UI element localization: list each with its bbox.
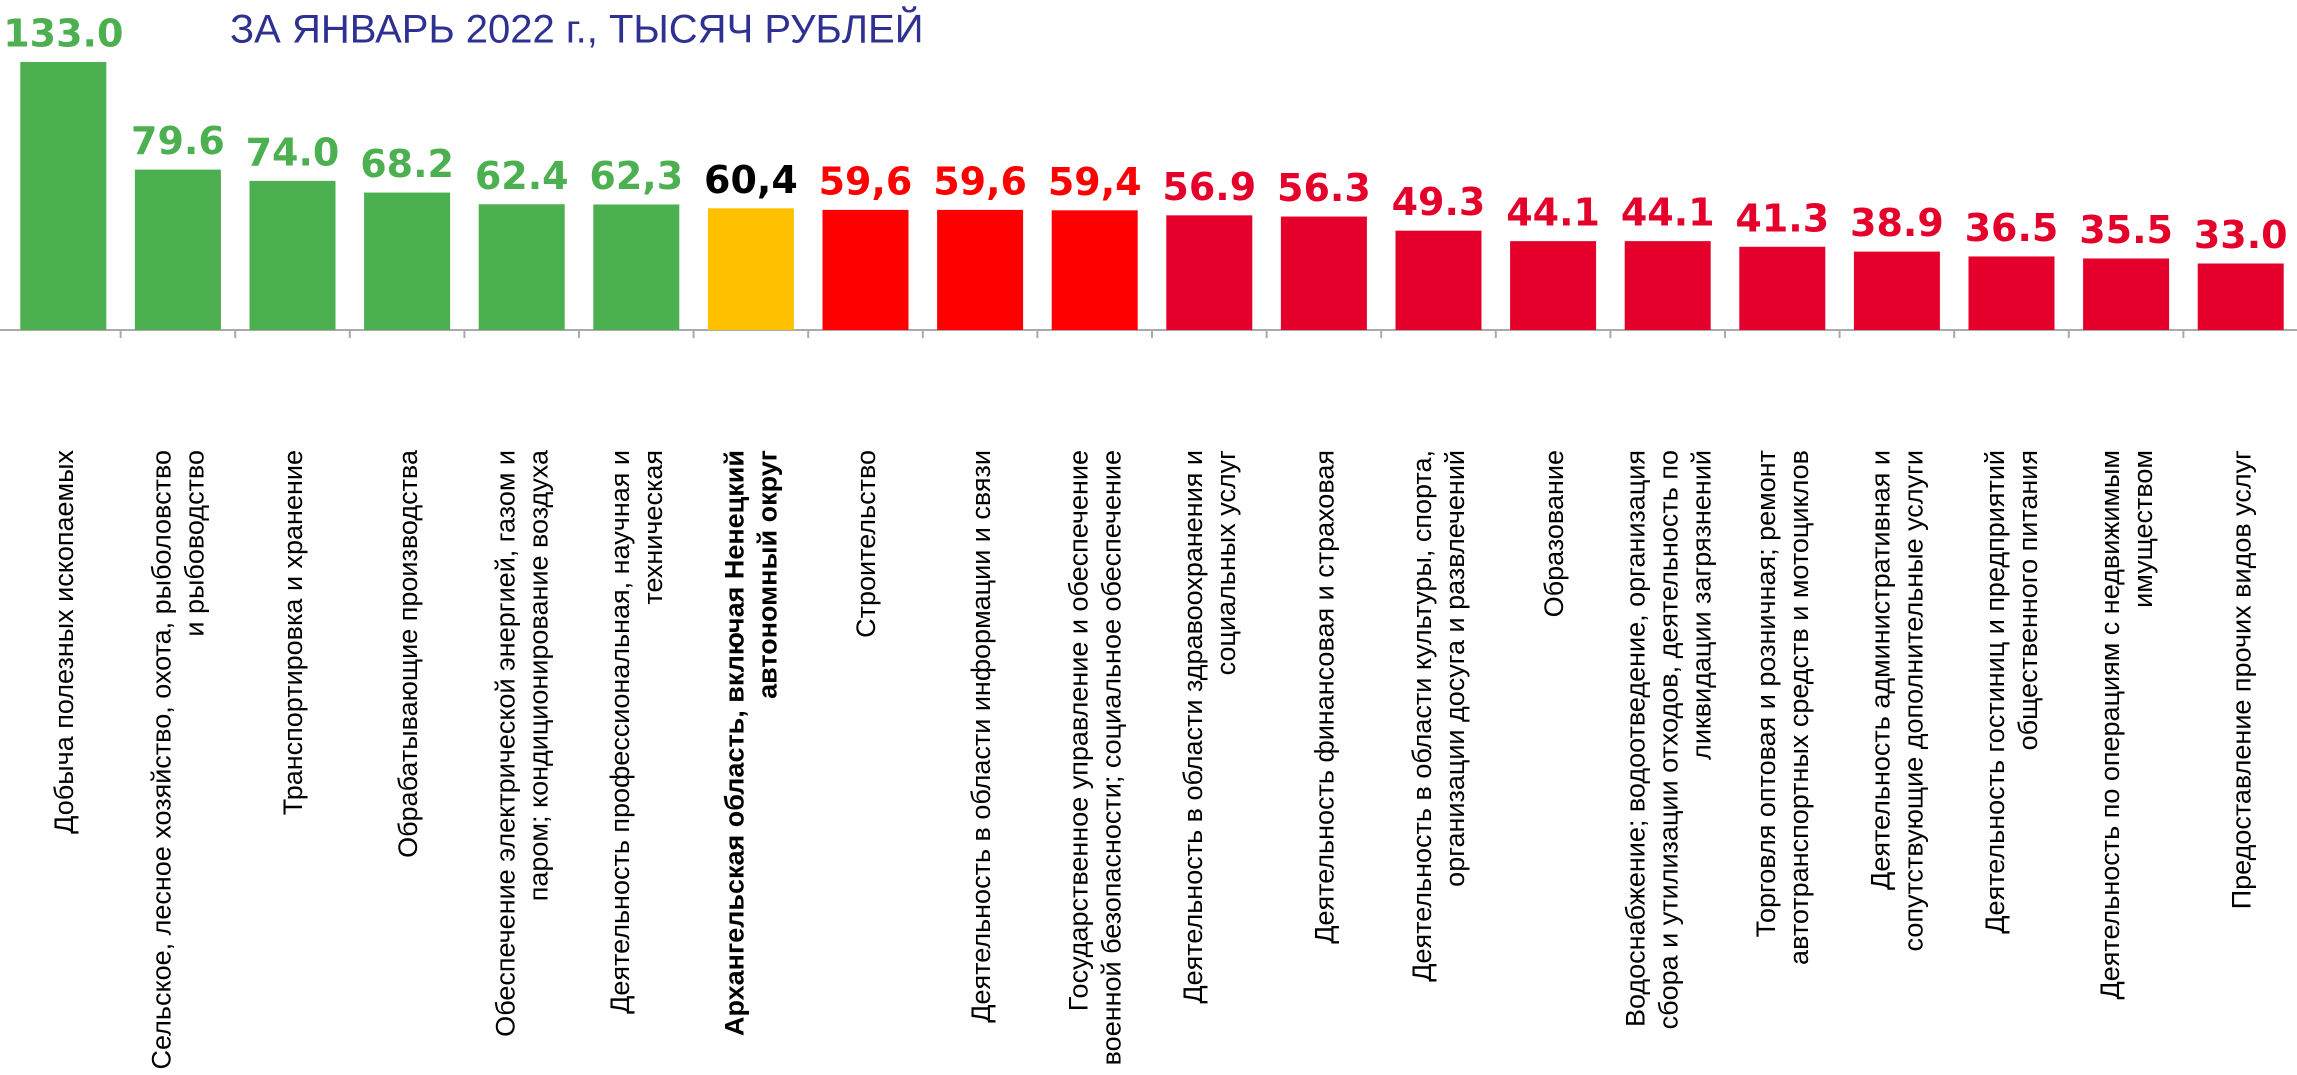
x-tick-label: Деятельность административная и сопутств…	[1842, 450, 1954, 1070]
bar	[708, 208, 794, 330]
bar	[20, 62, 106, 330]
bar	[823, 210, 909, 330]
category-text: Транспортировка и хранение	[277, 450, 310, 815]
value-label: 36.5	[1965, 206, 2059, 250]
bar	[364, 193, 450, 330]
bar	[2198, 264, 2284, 330]
x-tick-label: Торговля оптовая и розничная; ремонт авт…	[1727, 450, 1839, 1070]
value-label: 59,6	[819, 159, 913, 203]
bar	[1052, 210, 1138, 330]
x-tick-label: Строительство	[810, 450, 922, 1070]
value-label: 56.3	[1277, 166, 1371, 210]
value-label: 74.0	[246, 130, 340, 174]
category-text: Обеспечение электрической энергией, газо…	[489, 450, 555, 1070]
value-label: 59,6	[933, 159, 1027, 203]
bar	[1969, 256, 2055, 330]
value-label: 44.1	[1506, 191, 1600, 235]
x-tick-label: Государственное управление и обеспечение…	[1039, 450, 1151, 1070]
category-text: Государственное управление и обеспечение…	[1062, 450, 1128, 1070]
category-text: Обрабатывающие производства	[391, 450, 424, 858]
bar	[1510, 241, 1596, 330]
bar	[937, 210, 1023, 330]
bar	[1739, 247, 1825, 330]
category-text: Деятельность в области культуры, спорта,…	[1406, 450, 1472, 1070]
bar	[479, 204, 565, 330]
x-tick-label: Деятельность в области культуры, спорта,…	[1383, 450, 1495, 1070]
x-tick-label: Деятельность гостиниц и предприятий обще…	[1956, 450, 2068, 1070]
chart-title: ЗА ЯНВАРЬ 2022 г., ТЫСЯЧ РУБЛЕЙ	[230, 6, 923, 52]
bar	[1396, 231, 1482, 330]
x-tick-label: Деятельность профессиональная, научная и…	[581, 450, 693, 1070]
value-label: 33.0	[2194, 213, 2288, 257]
x-tick-label: Деятельность по операциям с недвижимым и…	[2071, 450, 2183, 1070]
x-tick-label: Деятельность финансовая и страховая	[1269, 450, 1381, 1070]
x-tick-label: Обеспечение электрической энергией, газо…	[466, 450, 578, 1070]
value-label: 41.3	[1735, 196, 1829, 240]
value-label: 62.4	[475, 154, 569, 198]
x-tick-label: Водоснабжение; водоотведение, организаци…	[1612, 450, 1724, 1070]
category-text: Торговля оптовая и розничная; ремонт авт…	[1750, 450, 1816, 1070]
x-tick-label: Образование	[1498, 450, 1610, 1070]
bar	[593, 204, 679, 330]
bar	[250, 181, 336, 330]
x-tick-label: Добыча полезных ископаемых	[8, 450, 120, 1070]
bar	[1281, 217, 1367, 330]
bar	[2083, 258, 2169, 330]
category-text: Сельское, лесное хозяйство, охота, рыбол…	[146, 450, 212, 1070]
page: ЗА ЯНВАРЬ 2022 г., ТЫСЯЧ РУБЛЕЙ 133.0 79.…	[0, 0, 2297, 1075]
category-text: Водоснабжение; водоотведение, организаци…	[1619, 450, 1718, 1070]
value-label: 79.6	[131, 119, 225, 163]
value-label: 59,4	[1048, 160, 1142, 204]
x-tick-label: Предоставление прочих видов услуг	[2185, 450, 2297, 1070]
x-tick-label: Архангельская область, включая Ненецкий …	[696, 450, 808, 1070]
value-label: 49.3	[1392, 180, 1486, 224]
category-text: Деятельность административная и сопутств…	[1865, 450, 1931, 1070]
category-text: Образование	[1537, 450, 1570, 617]
value-label: 60,4	[704, 158, 798, 202]
value-label: 133.0	[3, 12, 123, 56]
x-tick-label: Деятельность в области здравоохранения и…	[1154, 450, 1266, 1070]
x-tick-label: Транспортировка и хранение	[237, 450, 349, 1070]
value-label: 68.2	[360, 142, 454, 186]
value-label: 62,3	[589, 154, 683, 198]
category-text: Предоставление прочих видов услуг	[2225, 450, 2258, 909]
category-text: Добыча полезных ископаемых	[48, 450, 81, 834]
category-text: Архангельская область, включая Ненецкий …	[719, 450, 785, 1070]
value-label: 56.9	[1162, 165, 1256, 209]
x-tick-label: Сельское, лесное хозяйство, охота, рыбол…	[123, 450, 235, 1070]
bar	[135, 170, 221, 330]
category-text: Деятельность профессиональная, научная и…	[604, 450, 670, 1070]
category-text: Деятельность финансовая и страховая	[1308, 450, 1341, 944]
category-text: Деятельность в области здравоохранения и…	[1177, 450, 1243, 1070]
x-tick-label: Деятельность в области информации и связ…	[925, 450, 1037, 1070]
value-label: 44.1	[1621, 191, 1715, 235]
x-tick-label: Обрабатывающие производства	[352, 450, 464, 1070]
value-label: 35.5	[2079, 208, 2173, 252]
category-text: Строительство	[850, 450, 883, 638]
bar	[1854, 252, 1940, 330]
bar	[1625, 241, 1711, 330]
category-text: Деятельность в области информации и связ…	[964, 450, 997, 1023]
value-label: 38.9	[1850, 201, 1944, 245]
bar	[1166, 215, 1252, 330]
category-text: Деятельность гостиниц и предприятий обще…	[1979, 450, 2045, 1070]
category-text: Деятельность по операциям с недвижимым и…	[2094, 450, 2160, 1070]
